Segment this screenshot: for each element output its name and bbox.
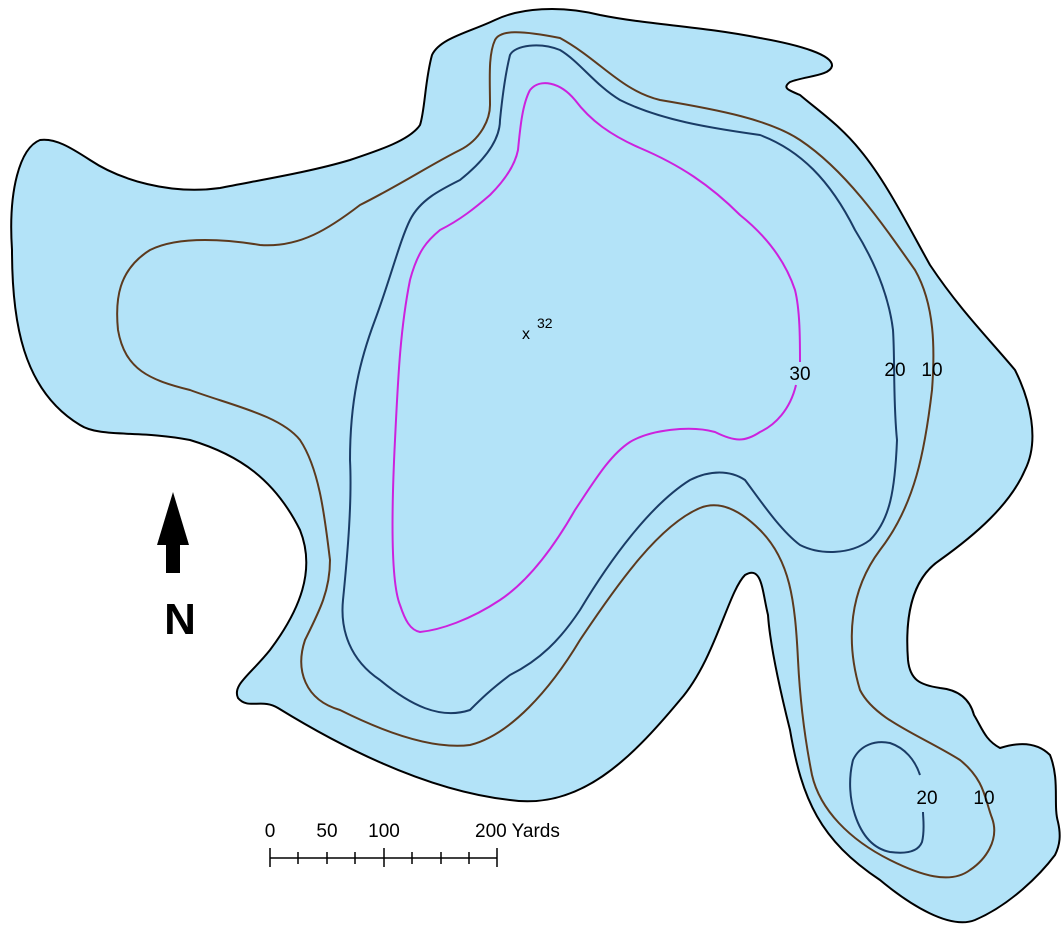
contour-10-main xyxy=(116,31,996,879)
scale-tick-200-yards: 200 Yards xyxy=(475,821,560,842)
contour-label-10-main: 10 xyxy=(921,360,942,381)
contour-20-main xyxy=(341,44,898,715)
scale-tick-50: 50 xyxy=(316,821,337,842)
contour-label-20-south: 20 xyxy=(916,788,937,809)
scale-tick-100: 100 xyxy=(368,821,400,842)
contour-30 xyxy=(391,82,801,633)
contour-20-south xyxy=(849,741,925,854)
contour-label-20-main: 20 xyxy=(884,360,905,381)
scale-bar xyxy=(269,848,498,867)
deepest-point-depth: 32 xyxy=(537,315,553,331)
north-label: N xyxy=(164,595,196,644)
deepest-point-marker: x xyxy=(522,326,530,343)
contour-label-10-south: 10 xyxy=(973,788,994,809)
scale-tick-0: 0 xyxy=(265,821,276,842)
contour-label-30: 30 xyxy=(789,364,810,385)
north-arrow-icon xyxy=(157,492,189,573)
lake-shoreline xyxy=(10,8,1061,924)
